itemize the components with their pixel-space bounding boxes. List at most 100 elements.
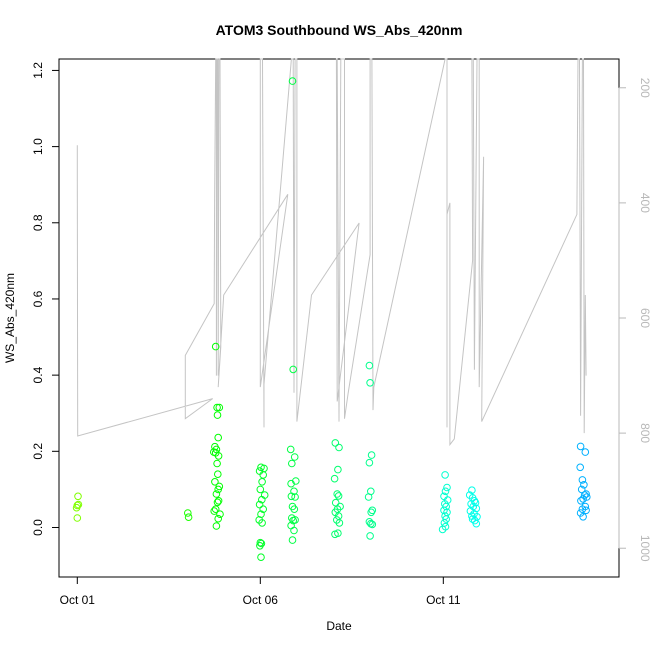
data-point xyxy=(578,476,587,484)
data-point xyxy=(214,485,222,494)
data-point xyxy=(579,495,587,503)
data-point xyxy=(213,498,222,507)
data-point xyxy=(213,459,221,468)
data-point xyxy=(576,509,585,517)
y-axis-label: WS_Abs_420nm xyxy=(3,273,17,363)
data-point xyxy=(74,500,83,509)
data-point xyxy=(291,516,299,524)
data-point xyxy=(442,502,451,511)
data-point xyxy=(334,492,343,500)
data-point xyxy=(576,463,585,472)
data-point xyxy=(467,500,475,508)
data-point xyxy=(184,513,193,522)
data-point xyxy=(468,486,476,495)
x-axis: Oct 01 Oct 06 Oct 11 xyxy=(60,576,461,607)
data-point xyxy=(256,538,265,547)
points-layer xyxy=(72,77,591,562)
y-tick-label: 0.8 xyxy=(31,214,45,231)
data-point xyxy=(581,448,590,456)
data-point xyxy=(472,519,481,528)
data-point xyxy=(290,505,299,514)
y2-axis: 200 400 600 800 1000 xyxy=(618,78,650,562)
data-point xyxy=(291,493,299,501)
data-point xyxy=(287,492,296,501)
data-point xyxy=(288,536,297,544)
data-point xyxy=(257,553,265,562)
y-tick-label: 0.2 xyxy=(31,443,45,460)
y2-tick-label: 1000 xyxy=(638,535,650,562)
data-point xyxy=(214,497,223,505)
data-point xyxy=(580,481,588,489)
data-point xyxy=(333,490,342,498)
data-point xyxy=(577,497,585,505)
data-point xyxy=(442,515,451,523)
data-point xyxy=(331,439,340,447)
data-point xyxy=(259,471,268,479)
data-point xyxy=(438,525,447,534)
data-point xyxy=(214,470,222,479)
data-point xyxy=(367,508,376,517)
y-tick-label: 0.4 xyxy=(31,366,45,383)
x-tick-label: Oct 06 xyxy=(243,593,279,607)
y-axis: 0.0 0.2 0.4 0.6 0.8 1.0 1.2 xyxy=(31,62,60,536)
data-point xyxy=(184,509,192,517)
data-point xyxy=(288,459,296,468)
data-point xyxy=(73,514,82,522)
data-point xyxy=(287,479,295,488)
data-point xyxy=(210,507,218,515)
data-point xyxy=(214,433,222,442)
data-point xyxy=(441,471,449,479)
data-point xyxy=(288,77,297,85)
data-point xyxy=(211,342,220,351)
data-point xyxy=(579,513,587,521)
data-point xyxy=(290,526,298,535)
y-tick-label: 1.0 xyxy=(31,138,45,155)
altitude-trace-line xyxy=(76,58,587,447)
data-point xyxy=(286,445,295,454)
data-point xyxy=(365,458,374,467)
data-point xyxy=(258,478,266,486)
data-point xyxy=(330,474,339,483)
data-point xyxy=(214,514,222,523)
data-point xyxy=(211,478,219,486)
data-point xyxy=(368,520,377,529)
data-point xyxy=(366,532,374,540)
data-point xyxy=(365,361,374,370)
data-point xyxy=(256,485,265,494)
y-tick-label: 0.0 xyxy=(31,519,45,536)
data-point xyxy=(578,505,587,514)
y2-tick-label: 400 xyxy=(638,193,650,213)
data-point xyxy=(335,443,343,452)
data-point xyxy=(74,492,82,501)
data-point xyxy=(583,493,591,501)
data-point xyxy=(255,500,264,509)
data-point xyxy=(366,379,374,387)
data-point xyxy=(441,487,450,496)
data-point xyxy=(212,522,221,530)
y2-tick-label: 800 xyxy=(638,423,650,443)
data-point xyxy=(468,515,477,523)
data-point xyxy=(443,483,451,492)
y2-tick-label: 200 xyxy=(638,78,650,98)
x-tick-label: Oct 11 xyxy=(426,593,461,607)
data-point xyxy=(580,491,589,499)
data-point xyxy=(471,498,480,507)
data-point xyxy=(259,505,268,514)
data-point xyxy=(260,464,268,473)
data-point xyxy=(576,442,585,451)
data-point xyxy=(335,519,344,527)
data-point xyxy=(214,452,223,460)
data-point xyxy=(215,403,224,412)
data-point xyxy=(290,453,299,461)
data-point xyxy=(211,505,220,514)
data-point xyxy=(216,510,224,519)
x-tick-label: Oct 01 xyxy=(60,593,96,607)
chart-title: ATOM3 Southbound WS_Abs_420nm xyxy=(216,22,463,38)
data-point xyxy=(367,451,376,459)
data-point xyxy=(257,539,266,548)
y-tick-label: 1.2 xyxy=(31,62,45,79)
altitude-trace-layer xyxy=(76,58,587,447)
data-point xyxy=(334,465,342,474)
